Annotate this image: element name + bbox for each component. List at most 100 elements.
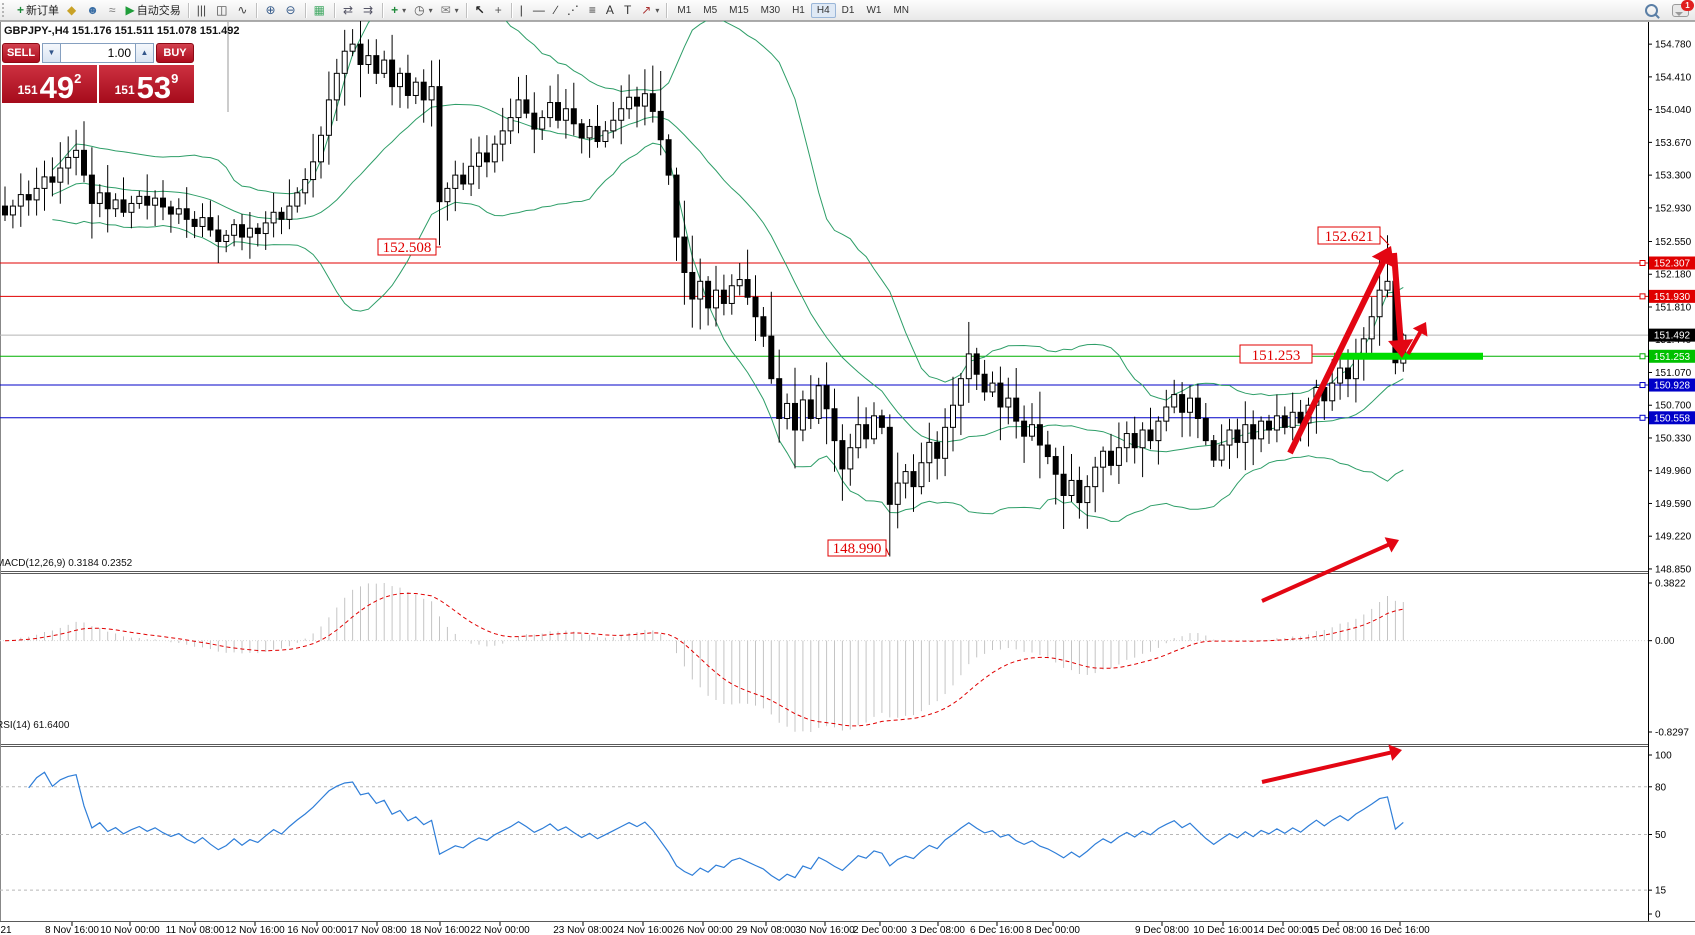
templates-icon[interactable]: ✉ ▾ <box>437 1 463 20</box>
chevron-down-icon: ▾ <box>402 5 407 15</box>
timeframe-d1[interactable]: D1 <box>841 4 855 16</box>
notifications-icon[interactable]: 1 <box>1672 0 1694 17</box>
candle <box>641 93 648 107</box>
time-tick-label: 30 Nov 16:00 <box>795 925 855 935</box>
annotation-box[interactable] <box>377 238 437 256</box>
timeframe-m5[interactable]: M5 <box>703 4 718 16</box>
buy-price-display[interactable]: 151 53 9 <box>99 65 194 103</box>
timeframe-mn[interactable]: MN <box>893 4 910 16</box>
label-icon[interactable]: T <box>620 1 637 20</box>
candle <box>1052 456 1059 475</box>
line-chart-icon[interactable]: ∿ <box>233 1 253 20</box>
timeframe-h1[interactable]: H1 <box>792 4 805 16</box>
tile-windows-icon[interactable]: ▦ <box>310 1 331 20</box>
annotation-text: 152.508 <box>383 240 432 256</box>
chart-shift-icon-icon: ⇉ <box>363 3 374 17</box>
line-handle[interactable] <box>1639 260 1646 266</box>
auto-scroll-icon-icon: ⇄ <box>342 3 354 17</box>
indicators-icon[interactable]: + ▾ <box>387 1 410 20</box>
trend-arrow[interactable] <box>1391 252 1404 343</box>
price-badge-text: 151.930 <box>1654 292 1691 303</box>
timeframe-m15[interactable]: M15 <box>729 4 749 16</box>
time-tick-label: 24 Nov 16:00 <box>613 925 673 935</box>
candle <box>17 194 24 207</box>
signals-icon[interactable]: ≈ <box>105 1 122 20</box>
time-tick-label: 10 Nov 00:00 <box>100 925 160 935</box>
annotation-connector <box>1379 235 1390 246</box>
metaeditor-icon[interactable]: ◆ <box>63 1 82 20</box>
trendline-icon[interactable]: ∕ <box>551 1 563 20</box>
search-icon[interactable] <box>1645 3 1658 17</box>
candle <box>902 471 909 484</box>
candle <box>333 72 340 101</box>
annotation-box[interactable] <box>1239 344 1313 364</box>
sell-button[interactable]: SELL <box>2 43 40 63</box>
candle <box>33 187 40 201</box>
trend-arrow[interactable] <box>1406 329 1423 355</box>
timeframe-w1[interactable]: W1 <box>866 4 882 16</box>
new-order-icon: + <box>17 3 25 17</box>
candle <box>823 385 830 410</box>
trend-arrow[interactable] <box>1261 542 1391 603</box>
candle <box>1337 367 1344 384</box>
candle <box>555 102 561 121</box>
time-tick-label: 29 Nov 08:00 <box>736 925 796 935</box>
cursor-icon[interactable]: ↖ <box>471 1 491 20</box>
candle <box>120 199 127 213</box>
price-tick-label: 151.810 <box>1655 302 1692 313</box>
timeframe-m1[interactable]: M1 <box>677 4 692 16</box>
crosshair-icon[interactable]: + <box>491 1 508 20</box>
timeframe-m30[interactable]: M30 <box>760 4 781 16</box>
trend-arrow[interactable] <box>1261 750 1393 784</box>
volume-increase-button[interactable]: ▲ <box>135 43 154 63</box>
auto-scroll-icon[interactable]: ⇄ <box>339 1 359 20</box>
line-handle[interactable] <box>1639 414 1646 421</box>
price-axis: 154.780 154.410 154.040 153.670 153.300 152.9… <box>1648 40 1695 921</box>
arrows-icon[interactable]: ↗ ▾ <box>637 1 663 20</box>
candlestick-icon[interactable]: ◫ <box>212 1 233 20</box>
periods-icon[interactable]: ◷ ▾ <box>410 1 437 20</box>
chevron-down-icon: ▾ <box>454 5 459 15</box>
toolbar-separator <box>256 2 259 18</box>
time-tick-label: 16 Dec 16:00 <box>1370 925 1430 935</box>
community-icon[interactable]: ☻ <box>82 1 105 20</box>
line-handle[interactable] <box>1639 382 1646 389</box>
price-tick-label: 148.850 <box>1655 564 1692 575</box>
zoom-out-icon[interactable]: ⊖ <box>282 1 302 20</box>
candle <box>88 174 95 204</box>
time-tick-label: 9 Dec 08:00 <box>1135 925 1189 935</box>
line-handle[interactable] <box>1639 293 1646 300</box>
chart-shift-icon[interactable]: ⇉ <box>359 1 379 20</box>
one-click-trading-panel: SELL ▼ ▲ BUY 151 49 2 151 53 9 <box>2 43 194 103</box>
candle <box>610 119 617 132</box>
annotation-box[interactable] <box>827 539 887 557</box>
sell-price-display[interactable]: 151 49 2 <box>2 65 97 103</box>
candle <box>436 86 443 203</box>
fibonacci-icon[interactable]: ≡ <box>585 1 602 20</box>
zoom-in-icon[interactable]: ⊕ <box>261 1 281 20</box>
buy-button[interactable]: BUY <box>156 43 194 63</box>
time-tick-label: 15 Dec 08:00 <box>1308 925 1368 935</box>
hline-icon[interactable]: — <box>529 1 551 20</box>
trend-arrow[interactable] <box>1287 259 1387 455</box>
line-handle[interactable] <box>1639 353 1646 360</box>
timeframe-h4[interactable]: H4 <box>810 2 836 18</box>
vline-icon[interactable]: | <box>516 1 529 20</box>
text-icon[interactable]: A <box>602 1 620 20</box>
channel-icon[interactable]: ⋰ <box>563 1 585 20</box>
buy-price-big: 53 <box>136 69 172 105</box>
price-badge-text: 151.492 <box>1654 331 1691 342</box>
time-tick-label: 6 Dec 16:00 <box>970 925 1024 935</box>
candle <box>207 217 214 231</box>
candle <box>57 167 64 183</box>
bar-chart-icon[interactable]: ||| <box>193 1 212 20</box>
autotrading-button[interactable]: ▶ 自动交易 <box>121 1 184 20</box>
volume-input[interactable] <box>61 43 135 63</box>
new-order-button[interactable]: + 新订单 <box>13 1 63 20</box>
time-tick-label: 2 Dec 00:00 <box>853 925 907 935</box>
volume-decrease-button[interactable]: ▼ <box>42 43 61 63</box>
annotation-box[interactable] <box>1317 226 1381 245</box>
candle <box>389 59 396 88</box>
